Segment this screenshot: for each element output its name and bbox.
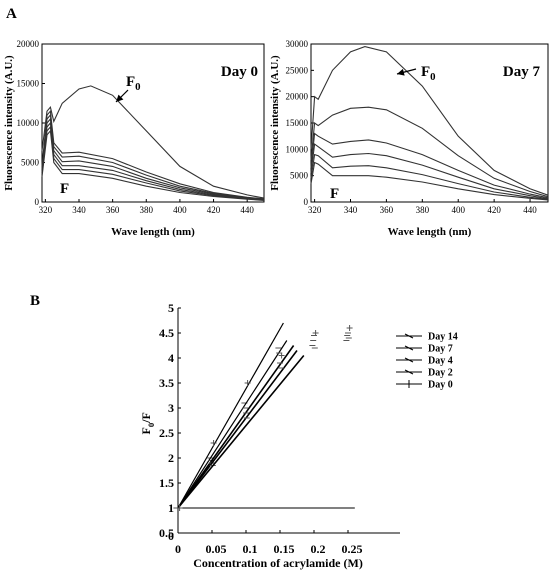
x-tick-label: 360 [106, 205, 120, 215]
y-tick-label: 25000 [286, 65, 309, 75]
x-tick-label: 400 [451, 205, 465, 215]
legend-label: Day 14 [428, 332, 458, 343]
spectrum-line [41, 109, 265, 200]
spectrum-line [41, 121, 265, 201]
f-label: F [330, 186, 339, 202]
spectrum-line [310, 106, 549, 198]
x-tick-label: 0.15 [274, 542, 295, 556]
x-tick-label: 420 [487, 205, 501, 215]
y-tick-label: 15000 [286, 118, 309, 128]
y-tick-label: 10000 [286, 144, 309, 154]
spectrum-line [310, 46, 549, 196]
chart-stern-volmer: 0 0.05 0.1 0.15 0.2 0.25 0.5 1 1.5 2 2.5 3 3.5 4 4.5 5 0… [139, 301, 458, 570]
y-tick-label: 0 [35, 197, 40, 207]
y-axis-label: F0/F [139, 412, 156, 434]
fit-line [177, 340, 288, 509]
y-tick-label: 2.5 [159, 426, 174, 440]
spectrum-line [41, 117, 265, 201]
y-tick-label: 5000 [21, 158, 40, 168]
x-tick-label: 0.25 [342, 542, 363, 556]
legend-label: Day 7 [428, 344, 453, 355]
legend-label: Day 4 [428, 356, 453, 367]
legend-marker [404, 333, 414, 339]
y-tick-label: 1 [168, 501, 174, 515]
x-tick-label: 380 [140, 205, 154, 215]
f0-label: F0 [421, 64, 436, 83]
spectrum-line [41, 113, 265, 200]
x-axis-label: Concentration of acrylamide (M) [193, 556, 363, 570]
day-label: Day 0 [221, 64, 258, 80]
x-tick-label: 320 [39, 205, 53, 215]
spectrum-line [310, 161, 549, 201]
x-tick-label: 400 [173, 205, 187, 215]
legend-label: Day 0 [428, 380, 453, 391]
y-tick-label: 2 [168, 451, 174, 465]
y-axis-label: Fluorescence intensity (A.U.) [3, 55, 15, 191]
f-label: F [60, 181, 69, 197]
chart-day-7: 320 340 360 380 400 420 440 0 5000 10000 15000 2000… [269, 39, 549, 238]
y-tick-label: 5 [168, 301, 174, 315]
arrow-head [116, 94, 124, 102]
spectrum-line [41, 85, 265, 199]
y-tick-label: 30000 [286, 39, 309, 49]
x-tick-label: 0.05 [206, 542, 227, 556]
y-tick-label: 5000 [290, 171, 309, 181]
y-axis-label: Fluorescence intensity (A.U.) [269, 55, 281, 191]
x-tick-label: 440 [523, 205, 537, 215]
x-tick-label: 420 [207, 205, 221, 215]
spectrum-line [41, 125, 265, 201]
y-tick-label: 3.5 [159, 376, 174, 390]
legend-marker [404, 357, 414, 363]
y-tick-label: 4.5 [159, 326, 174, 340]
x-tick-label: 340 [72, 205, 86, 215]
arrow-head [397, 68, 405, 76]
spectrum-line [310, 153, 549, 200]
x-axis-label: Wave length (nm) [111, 226, 195, 238]
x-tick-label: 440 [240, 205, 254, 215]
fit-line [177, 345, 295, 509]
x-tick-label: 0.1 [243, 542, 258, 556]
fit-line [177, 322, 284, 509]
x-axis-label: Wave length (nm) [388, 226, 472, 238]
day-label: Day 7 [503, 64, 541, 80]
origin-tick-label: 0 [168, 529, 174, 543]
x-tick-label: 0.2 [311, 542, 326, 556]
spectrum-line [310, 143, 549, 200]
x-tick-label: 320 [308, 205, 322, 215]
fit-line [177, 354, 305, 509]
y-tick-label: 20000 [17, 39, 40, 49]
legend-label: Day 2 [428, 368, 453, 379]
spectrum-line [41, 129, 265, 201]
legend-marker [404, 345, 414, 351]
x-tick-label: 360 [380, 205, 394, 215]
f0-label: F0 [126, 74, 141, 93]
y-tick-label: 10000 [17, 118, 40, 128]
chart-day-0: 320 340 360 380 400 420 440 0 5000 10000 15000 2000… [3, 39, 265, 238]
x-tick-label: 340 [344, 205, 358, 215]
y-tick-label: 3 [168, 401, 174, 415]
panel-b-letter: B [30, 293, 40, 309]
y-tick-label: 20000 [286, 92, 309, 102]
panel-a-letter: A [6, 6, 17, 22]
fit-line [177, 350, 298, 509]
legend-marker [404, 369, 414, 375]
y-tick-label: 0.5 [159, 526, 174, 540]
y-tick-label: 4 [168, 351, 174, 365]
y-tick-label: 0 [304, 197, 309, 207]
y-tick-label: 1.5 [159, 476, 174, 490]
x-tick-label: 0 [175, 542, 181, 556]
spectrum-line [310, 132, 549, 199]
x-tick-label: 380 [416, 205, 430, 215]
y-tick-label: 15000 [17, 79, 40, 89]
